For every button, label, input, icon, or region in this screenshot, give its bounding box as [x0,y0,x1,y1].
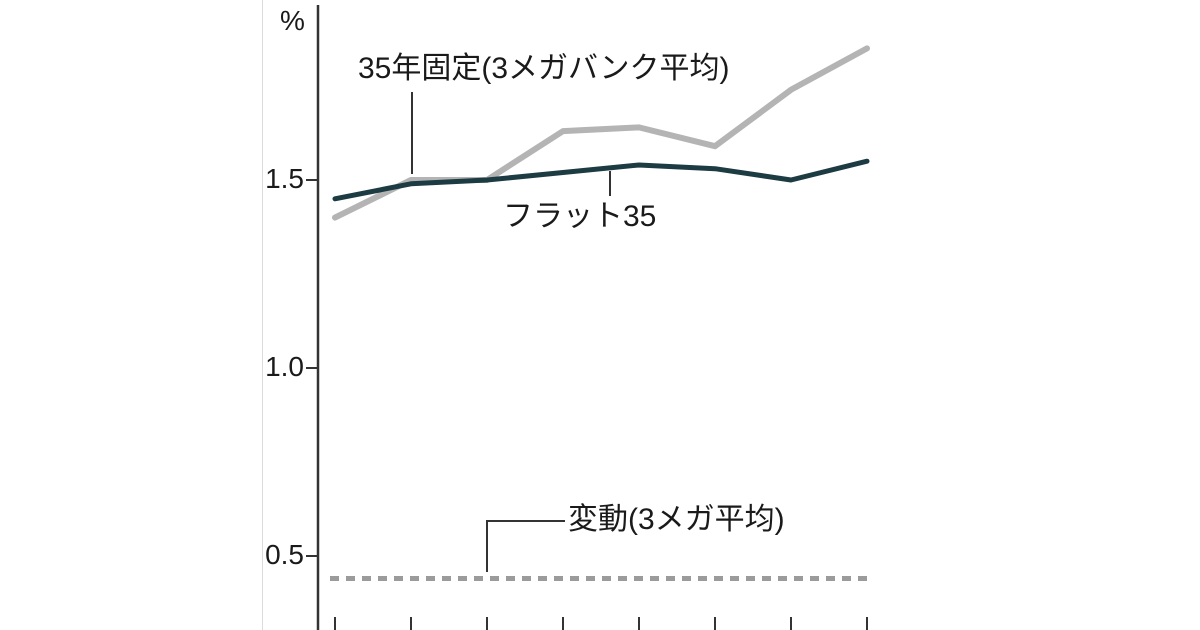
flat35-series-label: フラット35 [503,200,657,233]
x-ticks [334,617,868,630]
fixed35-series-label: 35年固定(3メガバンク平均) [358,52,730,85]
y-tick-label-1-0: 1.0 [265,351,304,382]
y-axis-unit-label: % [280,5,305,36]
y-ticks [306,179,318,557]
y-tick-label-0-5: 0.5 [265,539,304,570]
y-tick-label-1-5: 1.5 [265,163,304,194]
left-divider-line [262,0,263,630]
variable-series-label: 変動(3メガ平均) [568,503,785,536]
flat35-rate-line [332,158,870,202]
variable-leader-line [486,520,565,572]
fixed35-rate-line [332,45,870,221]
